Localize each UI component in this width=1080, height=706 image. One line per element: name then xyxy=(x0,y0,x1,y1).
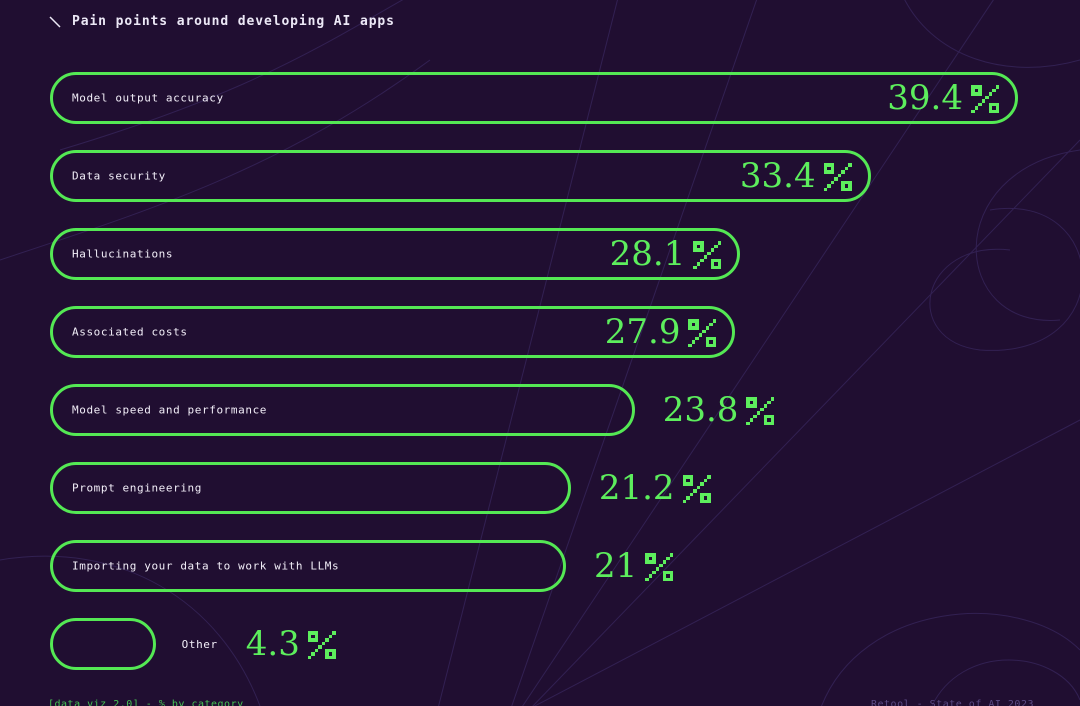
bar-label: Associated costs xyxy=(72,325,188,339)
bar-value: 23.8 xyxy=(663,393,775,427)
bar-row: Importing your data to work with LLMs 21 xyxy=(50,540,1018,592)
bar-value: 21.2 xyxy=(599,471,711,505)
bar-value-number: 23.8 xyxy=(662,390,739,430)
bar-value: 21 xyxy=(593,546,674,586)
percent-icon xyxy=(693,241,722,269)
bar: Hallucinations 28.1 xyxy=(50,228,741,280)
bar-row: Hallucinations 28.1 xyxy=(50,228,1018,280)
bar-label: Model output accuracy xyxy=(72,91,224,105)
bar: Importing your data to work with LLMs xyxy=(50,540,566,592)
bar-value-number: 21 xyxy=(593,546,638,586)
bar-value: 39.4 xyxy=(887,81,999,115)
percent-icon xyxy=(971,85,999,113)
bar-value-number: 33.4 xyxy=(739,156,816,196)
footer-left-note: [data viz 2.0] - % by category xyxy=(48,699,244,706)
bar-label: Importing your data to work with LLMs xyxy=(72,559,340,573)
bar-label: Data security xyxy=(72,169,166,183)
bar xyxy=(50,618,156,670)
bar: Model output accuracy 39.4 xyxy=(50,72,1018,124)
bar: Model speed and performance xyxy=(50,384,635,436)
bar-value: 27.9 xyxy=(605,315,717,349)
percent-icon xyxy=(688,319,717,347)
bar-value-number: 21.2 xyxy=(598,468,675,508)
bar-row: Prompt engineering 21.2 xyxy=(50,462,1018,514)
percent-icon xyxy=(307,631,336,659)
bar-row: Other 4.3 xyxy=(50,618,1018,670)
bar-label: Model speed and performance xyxy=(72,403,268,417)
bar: Associated costs 27.9 xyxy=(50,306,736,358)
bar-row: Model output accuracy 39.4 xyxy=(50,72,1018,124)
bar-row: Associated costs 27.9 xyxy=(50,306,1018,358)
bar: Prompt engineering xyxy=(50,462,571,514)
bar-row: Model speed and performance 23.8 xyxy=(50,384,1018,436)
bar-value: 28.1 xyxy=(610,237,722,271)
bar-chart: Model output accuracy 39.4 Data security 33… xyxy=(50,72,1018,696)
bar-label: Prompt engineering xyxy=(72,481,203,495)
page-title: Pain points around developing AI apps xyxy=(72,14,395,29)
percent-icon xyxy=(823,163,852,191)
bar-label: Hallucinations xyxy=(72,247,174,261)
chart-header: Pain points around developing AI apps xyxy=(48,14,395,29)
bar-value-number: 39.4 xyxy=(887,78,963,118)
bar-value: 4.3 xyxy=(246,627,336,661)
bar-value-number: 27.9 xyxy=(604,312,681,352)
footer-right-note: Retool - State of AI 2023 xyxy=(870,699,1034,706)
bar: Data security 33.4 xyxy=(50,150,871,202)
percent-icon xyxy=(645,553,674,581)
bar-row: Data security 33.4 xyxy=(50,150,1018,202)
bar-label: Other xyxy=(181,637,218,651)
bar-value-number: 28.1 xyxy=(609,234,686,274)
bar-value: 33.4 xyxy=(740,159,852,193)
percent-icon xyxy=(746,397,775,425)
bar-value-number: 4.3 xyxy=(245,624,300,664)
percent-icon xyxy=(682,475,711,503)
title-slash-icon xyxy=(49,15,61,28)
